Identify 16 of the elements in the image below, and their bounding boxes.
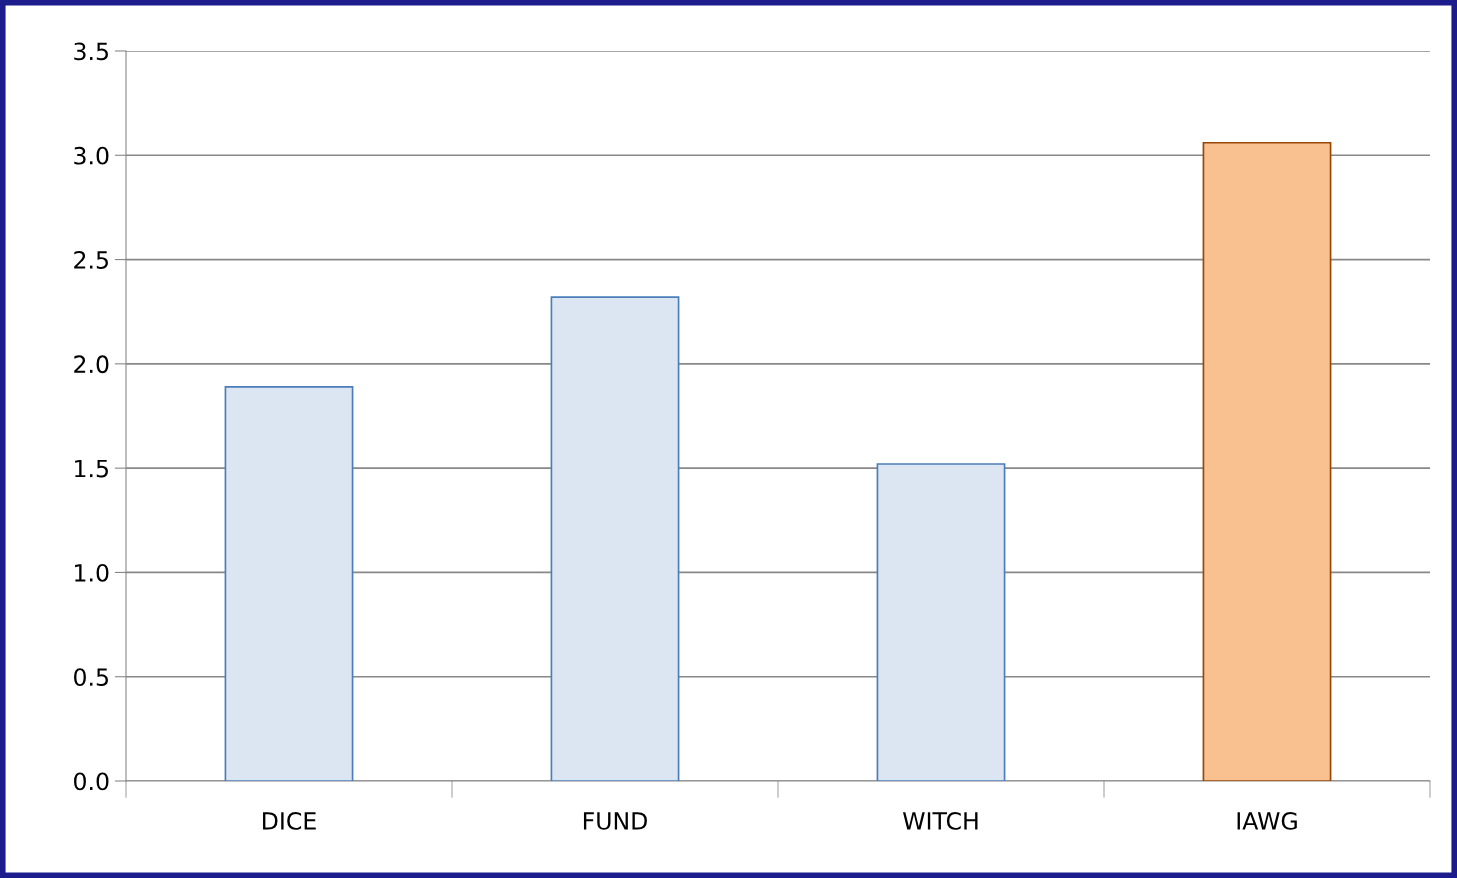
bar [550,296,680,781]
x-tick-label: DICE [263,811,316,830]
bar [876,463,1006,781]
bar [224,385,354,781]
y-tick-label: 0.5 [74,668,108,687]
bar [1202,141,1332,781]
x-tick-label: WITCH [902,811,978,830]
y-tick-label: 1.5 [75,459,108,478]
y-tick-label: 3.5 [74,42,108,61]
x-tick-label: FUND [583,812,647,830]
y-tick-label: 1.0 [75,563,109,582]
y-tick-label: 2.0 [74,355,109,374]
y-tick-label: 2.5 [74,251,108,269]
y-tick-label: 0.0 [74,772,109,791]
x-tick-label: IAWG [1237,811,1297,830]
y-tick-label: 3.0 [74,146,109,165]
